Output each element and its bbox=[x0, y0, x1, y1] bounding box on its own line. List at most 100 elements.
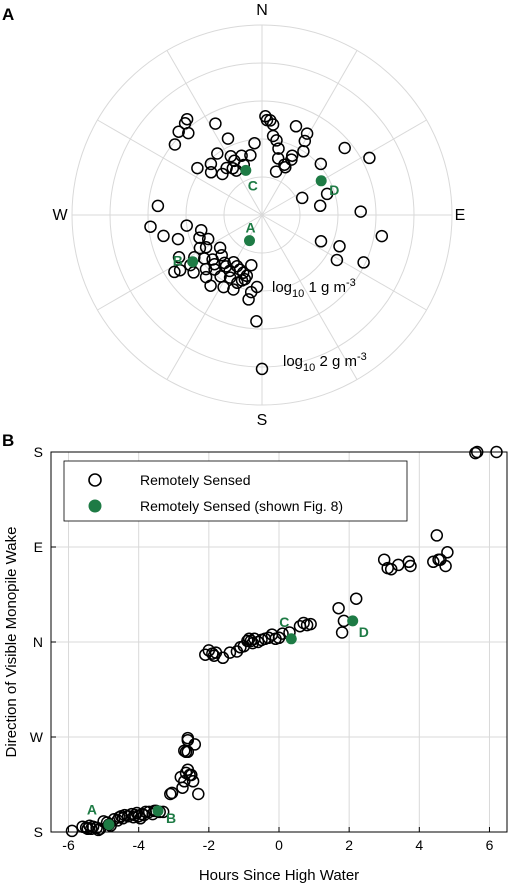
polar-point bbox=[213, 241, 227, 255]
scatter-point bbox=[335, 626, 349, 639]
polar-point bbox=[172, 125, 185, 138]
polar-point bbox=[223, 271, 237, 284]
x-tick-label: 6 bbox=[486, 837, 494, 853]
polar-point bbox=[198, 252, 211, 265]
polar-point bbox=[173, 263, 187, 277]
polar-point bbox=[194, 223, 208, 237]
polar-point bbox=[191, 161, 204, 175]
scatter-highlight-point bbox=[103, 819, 115, 831]
polar-spoke-120 bbox=[261, 214, 427, 311]
legend-marker-open bbox=[88, 473, 102, 487]
scatter-point bbox=[185, 768, 198, 782]
polar-point bbox=[320, 187, 334, 201]
polar-spoke-150 bbox=[261, 214, 358, 380]
polar-spoke-60 bbox=[261, 119, 427, 216]
scatter-highlight-point bbox=[152, 805, 164, 817]
scatter-point bbox=[276, 627, 289, 640]
polar-point bbox=[199, 241, 213, 254]
scatter-point bbox=[181, 733, 195, 747]
polar-point bbox=[285, 153, 298, 166]
scatter-point bbox=[469, 446, 482, 460]
polar-point-label: D bbox=[329, 182, 339, 198]
polar-point bbox=[279, 160, 292, 174]
scatter-point bbox=[165, 786, 179, 800]
polar-point bbox=[144, 220, 157, 233]
polar-point bbox=[248, 136, 261, 150]
legend: Remotely Sensed Remotely Sensed (shown F… bbox=[63, 460, 408, 522]
polar-point bbox=[289, 120, 303, 133]
polar-point bbox=[363, 151, 376, 165]
legend-entry-shown-fig8: Remotely Sensed (shown Fig. 8) bbox=[140, 498, 343, 514]
polar-point bbox=[204, 157, 218, 171]
polar-point bbox=[242, 293, 255, 306]
direction-label-south: S bbox=[257, 412, 268, 429]
scatter-point bbox=[223, 646, 237, 659]
polar-point bbox=[168, 265, 181, 279]
scatter-point bbox=[377, 553, 391, 566]
y-tick-label: S bbox=[34, 444, 43, 460]
scatter-point bbox=[384, 562, 398, 576]
polar-point bbox=[211, 147, 224, 160]
legend-box bbox=[63, 460, 408, 522]
polar-point bbox=[338, 141, 351, 155]
polar-point bbox=[375, 229, 389, 243]
polar-spoke-30 bbox=[261, 50, 358, 216]
polar-point bbox=[295, 191, 309, 205]
radial-label-outer: log10 2 g m-3 bbox=[283, 351, 367, 374]
polar-data-points: C D A B bbox=[144, 110, 389, 376]
scatter-point bbox=[427, 555, 440, 569]
legend-marker-filled bbox=[88, 499, 102, 513]
polar-point bbox=[245, 258, 258, 272]
scatter-point bbox=[176, 781, 189, 794]
polar-point bbox=[187, 266, 200, 279]
polar-point bbox=[171, 232, 185, 246]
scatter-point bbox=[65, 824, 79, 838]
y-tick-label: S bbox=[34, 824, 43, 840]
polar-point-label: A bbox=[246, 220, 256, 236]
scatter-point bbox=[85, 822, 98, 836]
scatter-plot: B -6 -4 -2 0 2 4 6 S W N E S Hours Since High Wate… bbox=[2, 431, 508, 884]
scatter-point-label: B bbox=[166, 810, 176, 826]
polar-point bbox=[168, 138, 182, 151]
direction-label-east: E bbox=[455, 207, 466, 224]
polar-point-label: C bbox=[248, 177, 258, 193]
polar-point bbox=[244, 285, 258, 299]
polar-point bbox=[314, 157, 328, 171]
polar-point bbox=[226, 162, 240, 175]
scatter-point bbox=[188, 738, 202, 751]
polar-highlight-point bbox=[244, 235, 255, 247]
polar-point bbox=[255, 362, 269, 376]
polar-highlight-point bbox=[187, 256, 199, 268]
y-tick-label: W bbox=[30, 729, 44, 745]
polar-point bbox=[271, 152, 285, 165]
polar-point bbox=[206, 253, 219, 266]
polar-grid bbox=[71, 24, 453, 406]
polar-spoke-300 bbox=[97, 119, 263, 216]
x-tick-label: -6 bbox=[62, 837, 75, 853]
polar-point bbox=[157, 229, 170, 243]
y-tick-label: N bbox=[33, 634, 43, 650]
x-tick-label: 0 bbox=[275, 837, 283, 853]
polar-point bbox=[314, 235, 328, 248]
polar-point bbox=[209, 117, 222, 130]
scatter-point bbox=[332, 601, 345, 615]
scatter-point bbox=[349, 592, 363, 605]
scatter-point-label: C bbox=[279, 614, 289, 630]
scatter-point bbox=[441, 546, 454, 559]
x-tick-label: -4 bbox=[132, 837, 145, 853]
polar-point bbox=[244, 149, 257, 162]
polar-point bbox=[199, 270, 213, 284]
scatter-point bbox=[192, 787, 205, 801]
scatter-point bbox=[470, 445, 484, 459]
y-axis-ticks: S W N E S bbox=[30, 444, 56, 840]
panel-label-a: A bbox=[2, 5, 14, 24]
scatter-highlight-point bbox=[347, 615, 359, 627]
polar-point bbox=[313, 199, 327, 213]
radial-label-inner: log10 1 g m-3 bbox=[272, 277, 356, 300]
polar-point-label: B bbox=[173, 253, 183, 269]
polar-plot: A N E S W log10 1 g m-3 log10 2 g m-3 C D… bbox=[2, 2, 465, 429]
polar-point bbox=[201, 232, 215, 246]
direction-label-north: N bbox=[256, 2, 268, 19]
polar-point bbox=[235, 149, 248, 162]
